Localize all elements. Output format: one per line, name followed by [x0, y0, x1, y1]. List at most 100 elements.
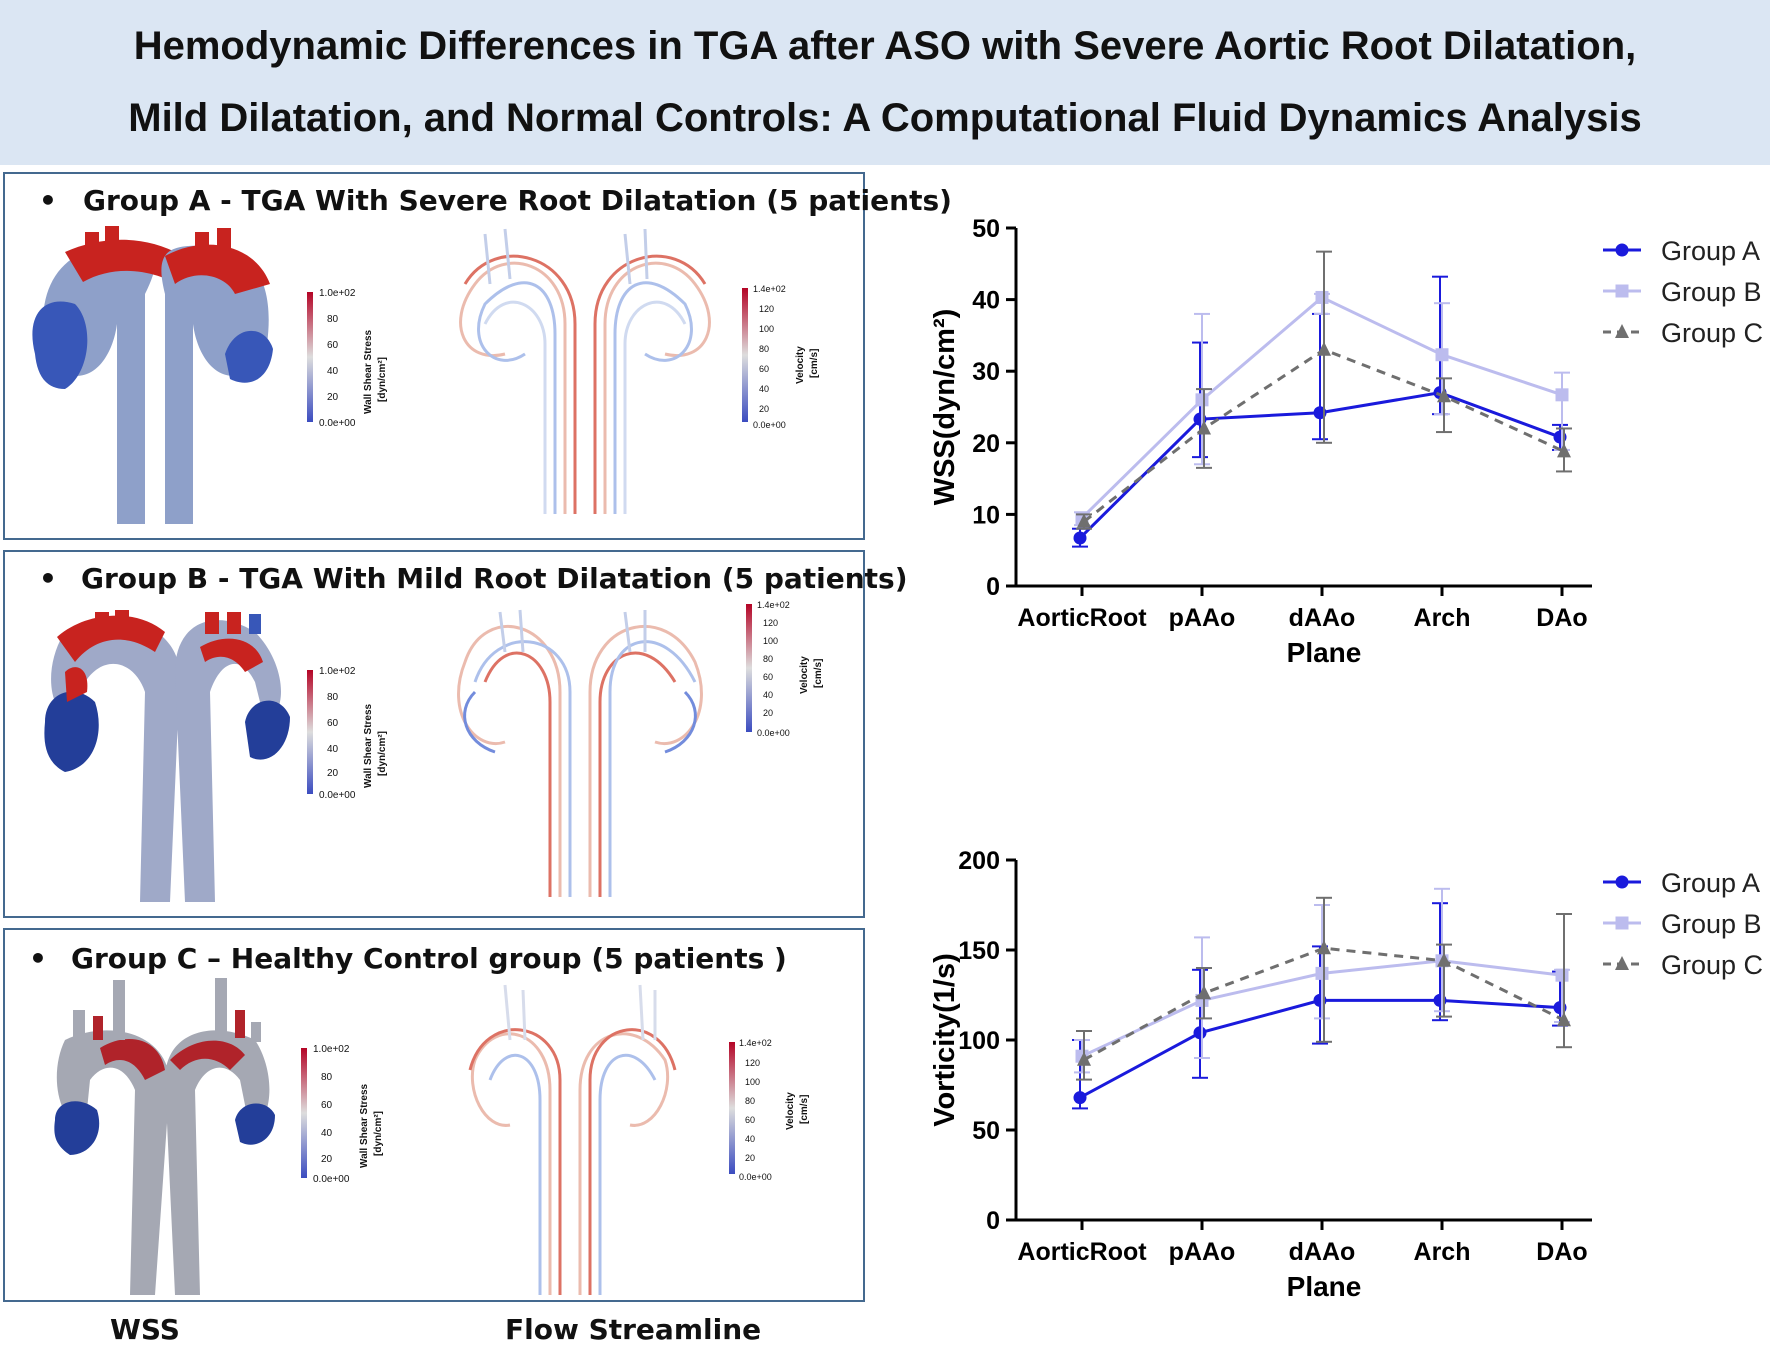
data-point	[1437, 952, 1451, 967]
footer-label-wss: WSS	[110, 1313, 180, 1346]
velocity-colorbar-label: Velocity	[795, 346, 806, 384]
wss-aorta-model-right	[161, 228, 273, 524]
footer-label-flow-streamline: Flow Streamline	[505, 1313, 762, 1346]
x-tick-label: dAAo	[1289, 604, 1356, 632]
wss-colorbar-unit: [dyn/cm²]	[373, 1111, 384, 1156]
wss-colorbar-label: Wall Shear Stress	[363, 703, 374, 788]
velocity-colorbar	[742, 288, 748, 422]
wss-colorbar-min: 0.0e+00	[313, 1174, 350, 1185]
streamline-aorta-model-right	[588, 610, 703, 897]
y-tick-label: 100	[958, 1027, 1000, 1055]
velocity-colorbar-tick: 100	[763, 636, 778, 646]
wss-colorbar-min: 0.0e+00	[319, 790, 356, 801]
wss-colorbar-max: 1.0e+02	[319, 666, 356, 677]
velocity-colorbar-tick: 80	[759, 344, 769, 354]
x-tick-label: DAo	[1536, 1238, 1587, 1266]
data-point	[1557, 1012, 1571, 1027]
x-tick-label: AorticRoot	[1017, 1238, 1147, 1266]
y-tick-label: 200	[958, 847, 1000, 875]
panel-c-visuals: 1.0e+02 80 60 40 20 0.0e+00 Wall Shear S…	[54, 978, 810, 1295]
y-tick-label: 30	[972, 358, 1000, 386]
wss-colorbar-tick: 20	[327, 392, 339, 403]
data-point	[1077, 513, 1091, 528]
data-point	[1077, 1051, 1091, 1066]
legend-marker	[1615, 956, 1629, 970]
figure-title-line-2: Mild Dilatation, and Normal Controls: A …	[128, 96, 1642, 140]
wss-colorbar-tick: 60	[327, 718, 339, 729]
y-tick-label: 40	[972, 287, 1000, 315]
legend-label: Group A	[1661, 868, 1760, 898]
wss-colorbar-min: 0.0e+00	[319, 418, 356, 429]
streamline-aorta-model-left	[459, 228, 577, 514]
data-point	[1073, 1091, 1087, 1105]
wss-colorbar-max: 1.0e+02	[319, 288, 356, 299]
velocity-colorbar-tick: 120	[759, 304, 774, 314]
velocity-colorbar	[746, 604, 752, 732]
wss-aorta-model-right	[165, 978, 275, 1295]
data-point	[1317, 341, 1331, 356]
panel-a-visuals: 1.0e+02 80 60 40 20 0.0e+00 Wall Shear S…	[32, 226, 820, 524]
data-point	[1193, 1026, 1207, 1040]
x-tick-label: pAAo	[1169, 604, 1236, 632]
wss-colorbar-tick: 80	[327, 314, 339, 325]
velocity-colorbar-unit: [cm/s]	[813, 659, 824, 688]
wss-colorbar-tick: 60	[327, 340, 339, 351]
data-point	[1197, 420, 1211, 435]
wss-colorbar-label: Wall Shear Stress	[359, 1083, 370, 1168]
velocity-colorbar-label: Velocity	[799, 656, 810, 694]
x-tick-label: DAo	[1536, 604, 1587, 632]
legend-label: Group B	[1661, 277, 1762, 307]
data-point	[1317, 940, 1331, 955]
velocity-colorbar-tick: 100	[759, 324, 774, 334]
data-point	[1555, 388, 1569, 402]
title-banner: Hemodynamic Differences in TGA after ASO…	[0, 0, 1770, 165]
x-axis-label: Plane	[1287, 637, 1362, 668]
velocity-colorbar-tick: 60	[759, 364, 769, 374]
streamline-aorta-model-right	[578, 984, 677, 1295]
legend-label: Group C	[1661, 950, 1763, 980]
wss-colorbar-tick: 80	[321, 1072, 333, 1083]
wss-chart	[1006, 226, 1641, 596]
vorticity-chart	[1006, 858, 1641, 1230]
velocity-colorbar-max: 1.4e+02	[753, 284, 786, 294]
streamline-aorta-model-right	[593, 228, 711, 514]
data-point	[1197, 985, 1211, 1000]
velocity-colorbar-tick: 120	[763, 618, 778, 628]
velocity-colorbar-max: 1.4e+02	[757, 600, 790, 610]
y-tick-label: 20	[972, 430, 1000, 458]
wss-colorbar-tick: 60	[321, 1100, 333, 1111]
y-tick-label: 0	[986, 1207, 1000, 1235]
panel-c-bullet: •	[29, 942, 47, 975]
data-point	[1315, 290, 1329, 304]
velocity-colorbar-tick: 80	[763, 654, 773, 664]
velocity-colorbar-tick: 20	[759, 404, 769, 414]
wss-colorbar-label: Wall Shear Stress	[363, 329, 374, 414]
velocity-colorbar-tick: 20	[763, 708, 773, 718]
velocity-colorbar-min: 0.0e+00	[757, 728, 790, 738]
y-tick-label: 10	[972, 501, 1000, 529]
legend-marker	[1615, 916, 1629, 930]
data-point	[1315, 966, 1329, 980]
y-tick-label: 0	[986, 573, 1000, 601]
y-tick-label: 50	[972, 1117, 1000, 1145]
legend-label: Group B	[1661, 909, 1762, 939]
data-point	[1437, 388, 1451, 403]
velocity-colorbar-tick: 40	[763, 690, 773, 700]
panel-b-visuals: 1.0e+02 80 60 40 20 0.0e+00 Wall Shear S…	[44, 600, 824, 902]
panel-b-bullet: •	[39, 562, 57, 595]
wss-aorta-model-right	[175, 612, 290, 902]
wss-colorbar-max: 1.0e+02	[313, 1044, 350, 1055]
velocity-colorbar-max: 1.4e+02	[739, 1038, 772, 1048]
velocity-colorbar-tick: 100	[745, 1077, 760, 1087]
wss-colorbar-unit: [dyn/cm²]	[377, 731, 388, 776]
panel-group-a: • Group A - TGA With Severe Root Dilatat…	[3, 172, 952, 540]
wss-colorbar	[301, 1048, 307, 1178]
velocity-colorbar-unit: [cm/s]	[809, 349, 820, 378]
wss-aorta-model-left	[44, 610, 180, 902]
velocity-colorbar-tick: 80	[745, 1096, 755, 1106]
y-axis-label: Vorticity(1/s)	[929, 953, 961, 1127]
panel-c-title: Group C – Healthy Control group (5 patie…	[71, 942, 787, 975]
legend-marker	[1615, 284, 1629, 298]
data-point	[1195, 393, 1209, 407]
